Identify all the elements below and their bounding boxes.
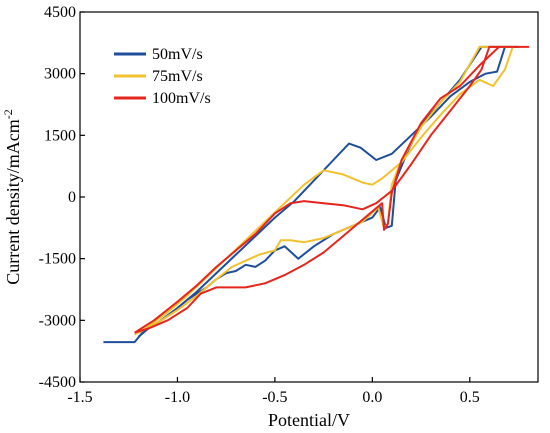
y-tick-label: -4500 [39,374,76,391]
y-tick-label: 3000 [44,66,76,83]
x-tick-label: 0.5 [460,389,480,406]
y-tick-label: -3000 [39,312,76,329]
y-axis-title: Current density/mAcm-2 [1,109,23,284]
legend-label-0: 50mV/s [152,46,203,63]
y-tick-label: -1500 [39,251,76,268]
series-layer [103,45,530,344]
legend-label-2: 100mV/s [152,90,211,107]
x-tick-label: 0.0 [362,389,382,406]
legend: 50mV/s 75mV/s 100mV/s [114,46,211,107]
y-axis-title-superscript: -2 [1,109,15,119]
series-line-2 [134,45,530,334]
x-tick-label: -0.5 [262,389,287,406]
y-axis-title-main: Current density/mAcm [3,119,23,284]
y-tick-label: 4500 [44,4,76,21]
legend-label-1: 75mV/s [152,68,203,85]
x-tick-label: -1.5 [67,389,92,406]
series-line-1 [134,45,514,336]
x-tick-label: -1.0 [165,389,190,406]
y-tick-label: 1500 [44,127,76,144]
y-tick-label: 0 [68,189,76,206]
tick-layer: -1.5 -1.0 -0.5 0.0 0.5 -4500 -3000 -1500 0 1500 30… [39,4,480,406]
x-axis-title: Potential/V [268,410,350,430]
